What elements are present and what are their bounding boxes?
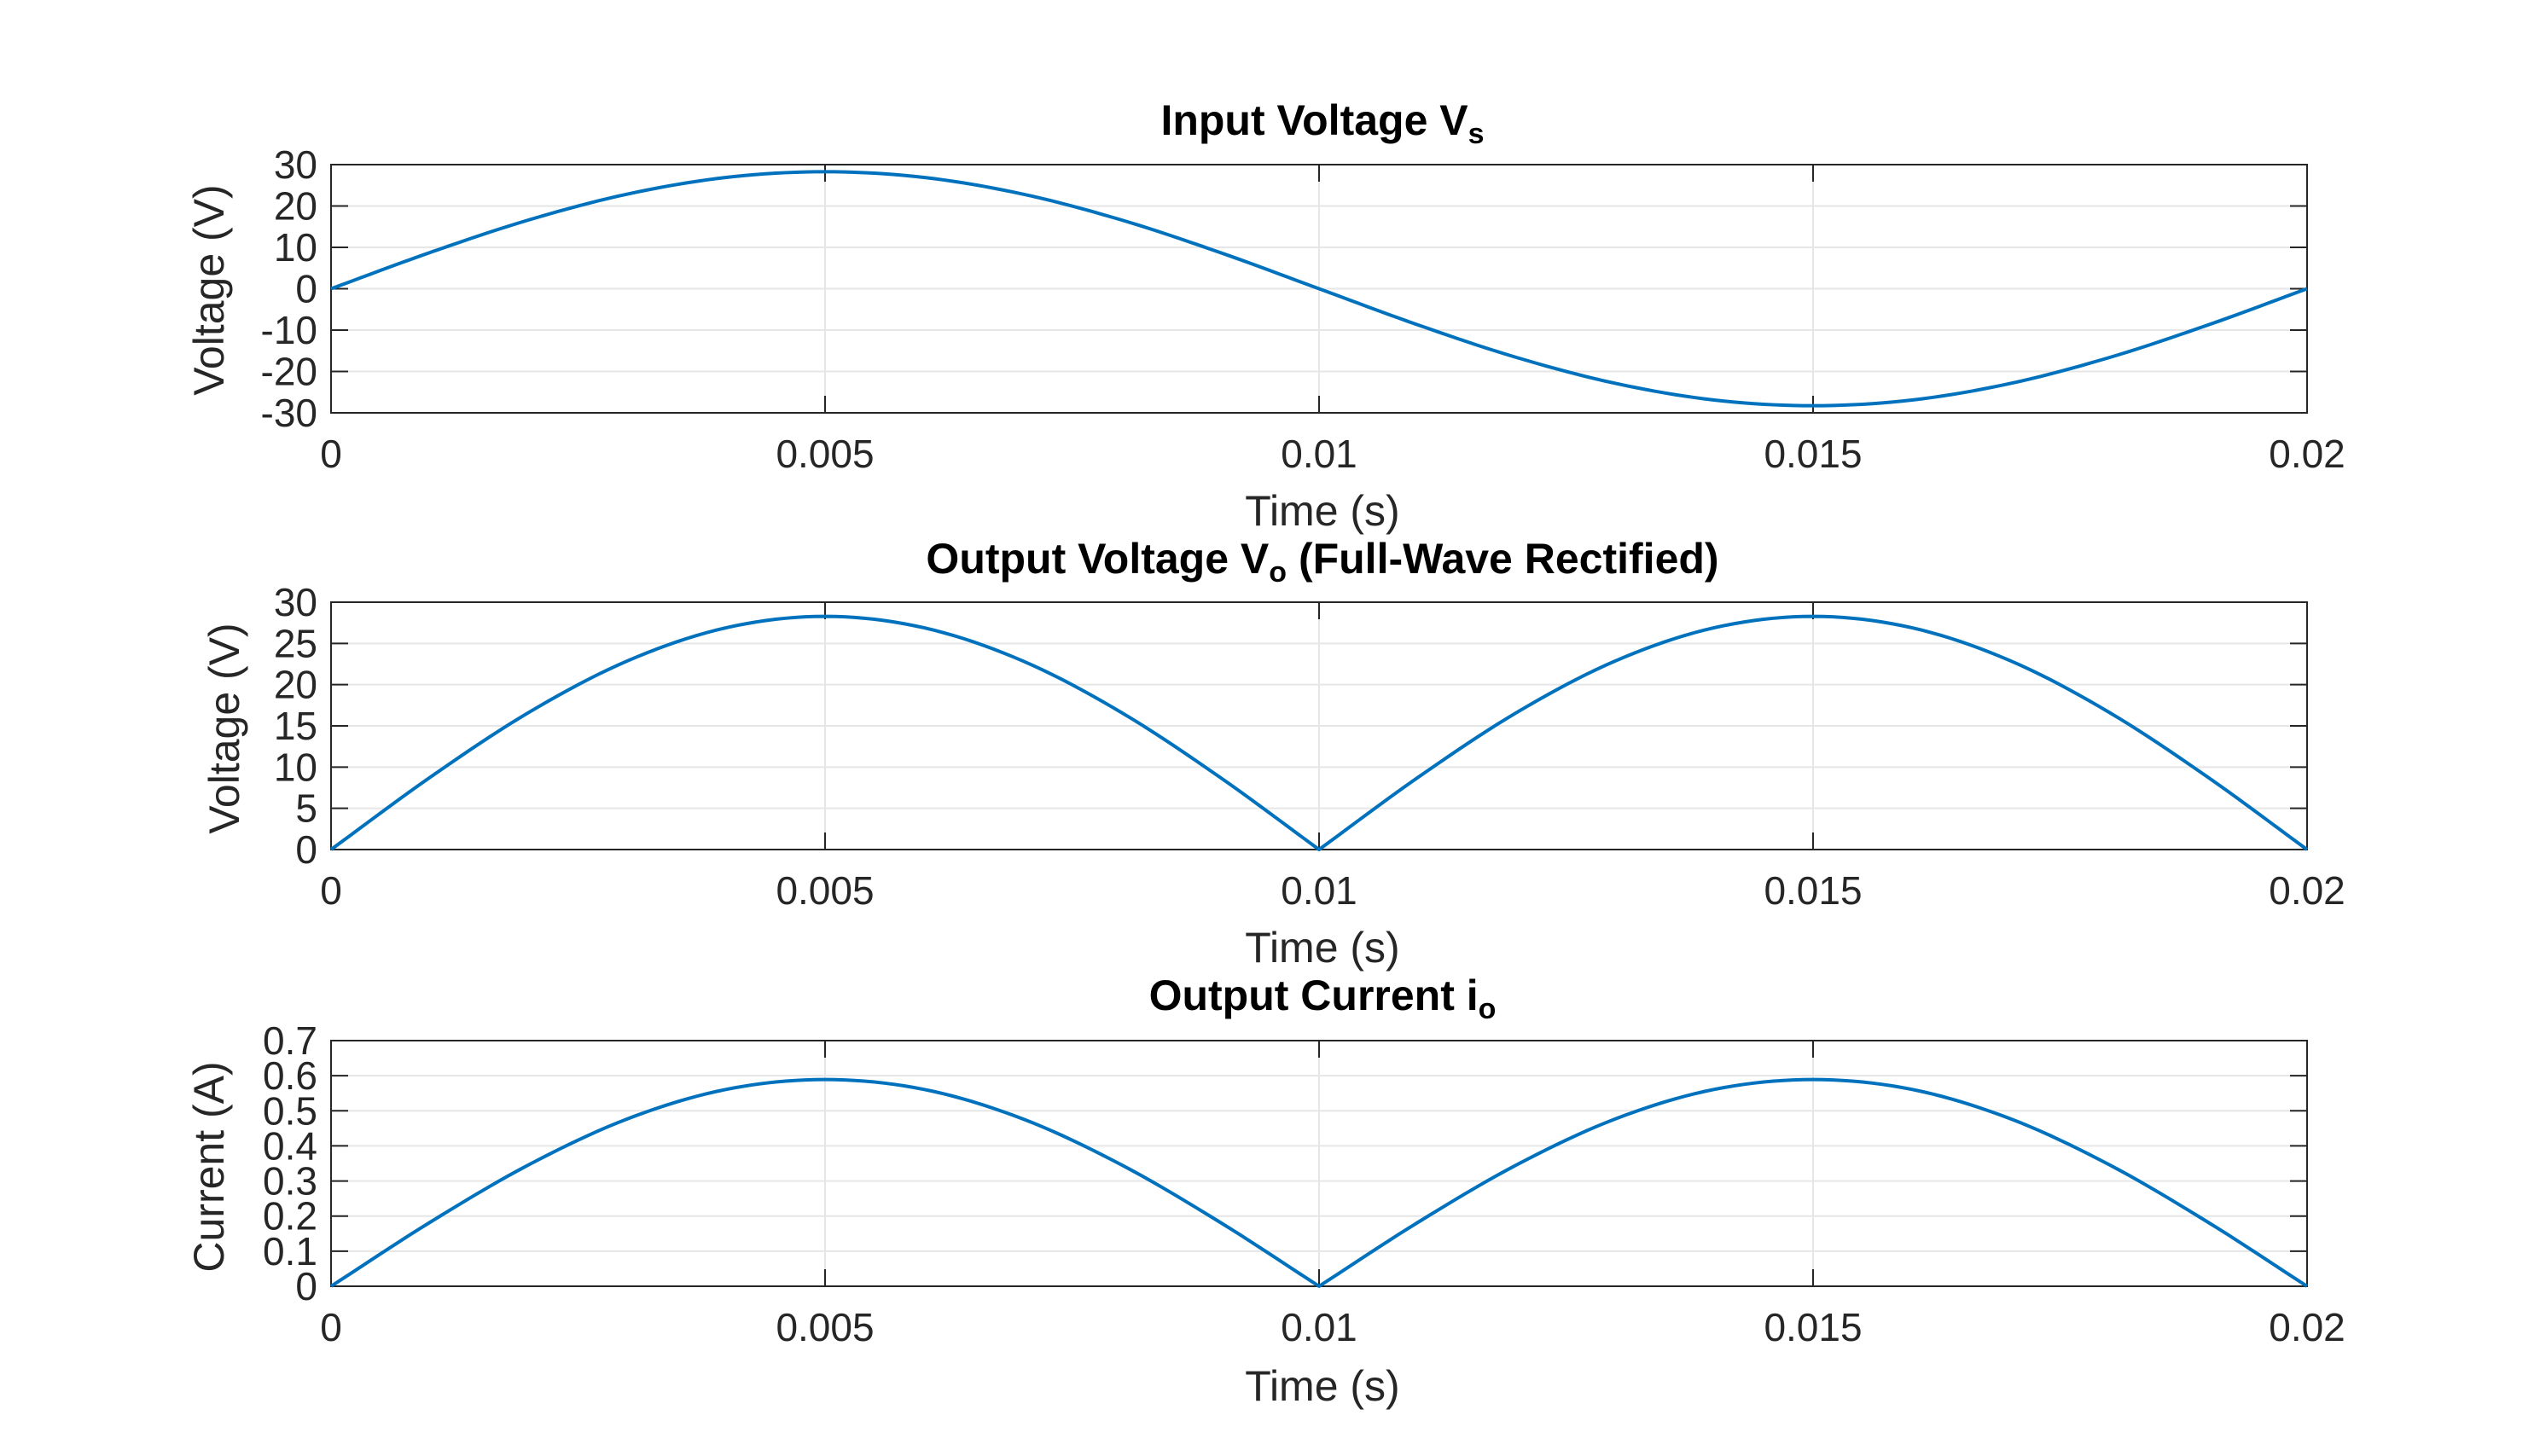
y-tick-label: 5 — [295, 786, 317, 831]
x-tick-labels: 0 0.005 0.01 0.015 0.02 — [320, 432, 2345, 476]
x-tick-label: 0 — [320, 868, 342, 913]
x-axis-label: Time (s) — [1245, 1362, 1399, 1410]
y-tick-labels: 00.10.20.30.40.50.60.7 — [263, 1018, 317, 1308]
y-axis-label: Current (A) — [185, 1061, 233, 1272]
y-tick-label: 30 — [274, 580, 317, 624]
x-tick-label: 0.005 — [776, 1305, 874, 1349]
x-tick-labels: 0 0.005 0.01 0.015 0.02 — [320, 868, 2345, 913]
y-tick-label: 25 — [274, 621, 317, 665]
x-tick-labels: 0 0.005 0.01 0.015 0.02 — [320, 1305, 2345, 1349]
y-tick-label: 10 — [274, 745, 317, 789]
subplot-output-current: Output Current io 00.10.20.30.40.50.60.7… — [185, 972, 2345, 1410]
x-axis-label: Time (s) — [1245, 487, 1399, 535]
y-tick-label: 0.5 — [263, 1088, 317, 1133]
y-tick-label: -30 — [261, 391, 317, 435]
x-tick-label: 0.01 — [1281, 432, 1357, 476]
chart-title: Output Voltage Vo (Full-Wave Rectified) — [926, 535, 1718, 589]
x-tick-label: 0.01 — [1281, 1305, 1357, 1349]
tick-marks — [330, 601, 2308, 850]
x-axis-label: Time (s) — [1245, 924, 1399, 972]
y-tick-label: 20 — [274, 184, 317, 229]
x-tick-label: 0.015 — [1764, 1305, 1862, 1349]
y-tick-label: 0.7 — [263, 1018, 317, 1063]
y-axis-label: Voltage (V) — [201, 623, 248, 833]
series-line — [329, 1077, 2309, 1288]
y-tick-label: -20 — [261, 350, 317, 394]
y-tick-label: 0.3 — [263, 1159, 317, 1204]
x-tick-label: 0.02 — [2269, 868, 2345, 913]
y-axis-label: Voltage (V) — [185, 184, 233, 395]
chart-title: Input Voltage Vs — [1160, 96, 1484, 150]
y-tick-label: 20 — [274, 663, 317, 707]
y-tick-label: 0.6 — [263, 1053, 317, 1098]
x-tick-label: 0.005 — [776, 868, 874, 913]
y-tick-label: -10 — [261, 308, 317, 352]
chart-title: Output Current io — [1149, 972, 1497, 1025]
series-line — [330, 170, 2308, 408]
x-tick-label: 0 — [320, 432, 342, 476]
x-tick-label: 0.01 — [1281, 868, 1357, 913]
x-tick-label: 0.005 — [776, 432, 874, 476]
x-tick-label: 0.015 — [1764, 432, 1862, 476]
x-tick-label: 0 — [320, 1305, 342, 1349]
y-tick-label: 0.2 — [263, 1194, 317, 1238]
x-tick-label: 0.02 — [2269, 432, 2345, 476]
y-tick-label: 0.4 — [263, 1123, 317, 1168]
series-line — [329, 614, 2309, 851]
y-tick-label: 0 — [295, 267, 317, 311]
y-tick-label: 0.1 — [263, 1229, 317, 1273]
y-tick-label: 0 — [295, 1264, 317, 1308]
y-tick-label: 15 — [274, 704, 317, 748]
y-tick-label: 10 — [274, 225, 317, 270]
y-tick-label: 0 — [295, 827, 317, 872]
y-tick-label: 30 — [274, 142, 317, 187]
tick-marks — [330, 1040, 2308, 1287]
subplot-output-voltage: Output Voltage Vo (Full-Wave Rectified) … — [201, 535, 2345, 972]
x-tick-label: 0.015 — [1764, 868, 1862, 913]
x-tick-label: 0.02 — [2269, 1305, 2345, 1349]
